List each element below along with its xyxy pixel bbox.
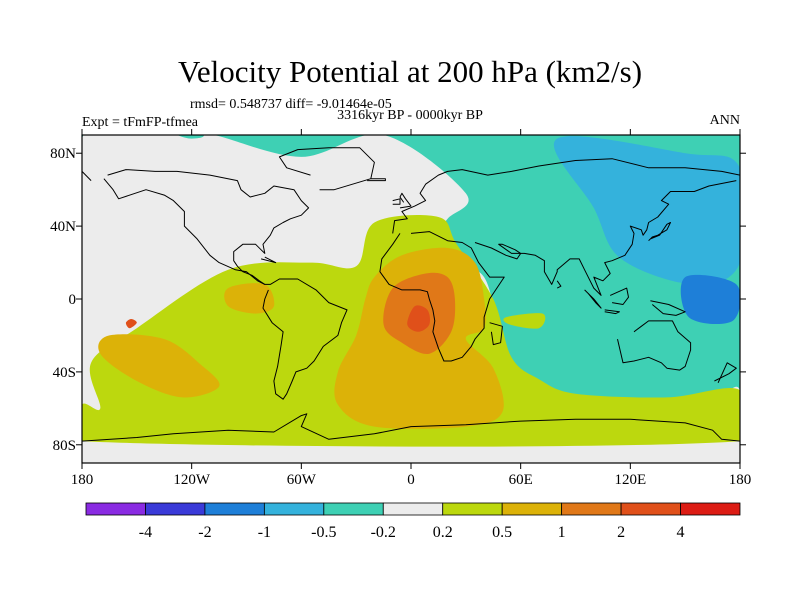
colorbar-label: -4 [139, 524, 152, 541]
coastline [392, 198, 401, 205]
colorbar-label: 4 [677, 524, 685, 541]
colorbar-swatch [561, 502, 622, 516]
axis-ticks: 180 120W 60W 0 60E 120E 180 80N 40N 0 40S 80S [50, 129, 751, 488]
coastline [604, 309, 620, 315]
colorbar-label: 0.2 [433, 524, 453, 541]
colorbar-label: -0.5 [311, 524, 336, 541]
experiment-label: Expt = tFmFP-tfmea [82, 115, 199, 130]
y-tick-label: 80S [53, 438, 76, 454]
colorbar-swatch [263, 502, 325, 516]
y-tick-label: 0 [69, 292, 77, 308]
colorbar-label: 0.5 [492, 524, 512, 541]
chart-title: Velocity Potential at 200 hPa (km2/s) [178, 54, 642, 89]
coastline [584, 289, 602, 309]
colorbar-swatch [382, 502, 444, 516]
colorbar-label: 2 [617, 524, 625, 541]
coastline [392, 158, 740, 234]
coastline [714, 362, 737, 384]
colorbar-swatch [85, 502, 146, 516]
coastline [648, 222, 671, 242]
colorbar-swatch [501, 502, 563, 516]
y-tick-label: 40N [50, 219, 76, 235]
coastline [103, 178, 348, 400]
coastline [617, 320, 692, 371]
y-tick-label: 40S [53, 365, 76, 381]
colorbar-swatch [620, 502, 681, 516]
contour-region [224, 283, 275, 314]
coastline [609, 287, 629, 305]
colorbar-swatch [204, 502, 265, 516]
x-tick-label: 180 [71, 472, 94, 488]
coastline [399, 192, 412, 209]
coastline [489, 322, 503, 346]
coastline [650, 300, 686, 316]
contour-region [554, 136, 740, 285]
coastline [379, 231, 505, 362]
coastline [278, 147, 375, 191]
contour-region [503, 313, 546, 329]
coastline [367, 178, 386, 182]
colorbar-swatch [145, 502, 206, 516]
y-tick-label: 80N [50, 146, 76, 162]
colorbar-label: 1 [558, 524, 566, 541]
coastline [474, 180, 737, 296]
coastline [82, 413, 740, 442]
colorbar-swatch [680, 502, 741, 516]
coastline [107, 169, 310, 285]
contour-region [154, 229, 184, 245]
x-tick-label: 120E [614, 472, 646, 488]
colorbar-label: -2 [198, 524, 211, 541]
x-tick-label: 180 [729, 472, 752, 488]
contour-region [125, 319, 137, 329]
coastline [82, 171, 92, 181]
x-tick-label: 60W [287, 472, 317, 488]
colorbar-swatch [323, 502, 384, 516]
coastlines [82, 147, 740, 442]
season-label: ANN [710, 113, 740, 128]
stats-label: rmsd= 0.548737 diff= -9.01464e-05 [190, 97, 392, 112]
time-range-label: 3316kyr BP - 0000kyr BP [337, 108, 483, 123]
colorbar-swatch [442, 502, 503, 516]
x-tick-label: 60E [509, 472, 533, 488]
colorbar-label: -1 [258, 524, 271, 541]
colorbar-label: -0.2 [371, 524, 396, 541]
coastline [260, 256, 277, 264]
colorbar: -4 -2 -1 -0.5 -0.2 0.2 0.5 1 2 4 [85, 502, 741, 541]
x-tick-label: 0 [407, 472, 415, 488]
x-tick-label: 120W [173, 472, 211, 488]
contour-region [680, 274, 740, 325]
coastline [556, 280, 562, 289]
contour-region [407, 305, 431, 332]
contour-region [98, 334, 220, 398]
